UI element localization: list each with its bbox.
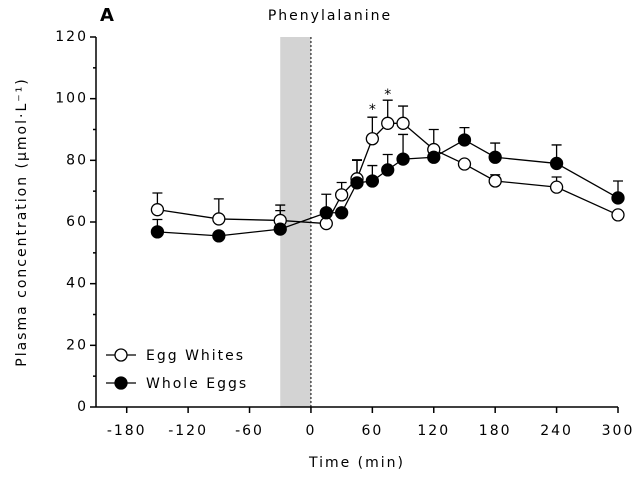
x-tick-label: -180: [107, 423, 147, 439]
marker: [365, 132, 380, 146]
marker: [488, 150, 502, 164]
marker: [549, 180, 564, 194]
y-axis-label: Plasma concentration (µmol·L⁻¹): [14, 77, 30, 366]
marker: [381, 116, 395, 130]
marker: [365, 174, 380, 188]
x-tick-label: -120: [168, 423, 208, 439]
x-tick-label: 60: [361, 423, 383, 439]
annotation: *: [369, 102, 376, 118]
legend-label: Whole Eggs: [146, 376, 248, 392]
y-tick-label: 120: [55, 29, 88, 45]
x-tick-label: -60: [235, 423, 264, 439]
x-tick-label: 120: [417, 423, 450, 439]
chart-title: Phenylalanine: [268, 8, 392, 24]
marker: [611, 191, 625, 205]
marker: [457, 133, 472, 147]
marker: [319, 206, 333, 220]
marker: [488, 174, 502, 188]
marker: [549, 156, 564, 171]
x-tick-label: 180: [479, 423, 512, 439]
x-axis-label: Time (min): [308, 455, 405, 471]
marker: [334, 206, 349, 220]
marker: [427, 150, 441, 164]
marker: [611, 208, 625, 222]
marker: [212, 229, 226, 243]
marker: [150, 203, 165, 217]
marker: [273, 222, 287, 236]
marker: [396, 116, 410, 130]
marker: [212, 212, 226, 226]
marker: [457, 157, 472, 171]
x-tick-label: 0: [305, 423, 316, 439]
marker: [381, 163, 395, 177]
legend-label: Egg Whites: [146, 348, 245, 364]
marker: [150, 225, 165, 239]
y-tick-label: 20: [66, 337, 88, 353]
y-tick-label: 0: [77, 399, 88, 415]
panel-label: A: [100, 5, 114, 26]
marker: [350, 176, 364, 190]
annotation: *: [384, 87, 391, 103]
y-tick-label: 80: [66, 152, 88, 168]
legend-marker: [114, 376, 128, 390]
legend-marker: [114, 348, 128, 362]
y-tick-label: 100: [55, 91, 88, 107]
y-tick-label: 40: [66, 276, 88, 292]
x-tick-label: 240: [540, 423, 573, 439]
y-tick-label: 60: [66, 214, 88, 230]
x-tick-label: 300: [602, 423, 635, 439]
marker: [334, 188, 349, 202]
marker: [396, 152, 410, 166]
